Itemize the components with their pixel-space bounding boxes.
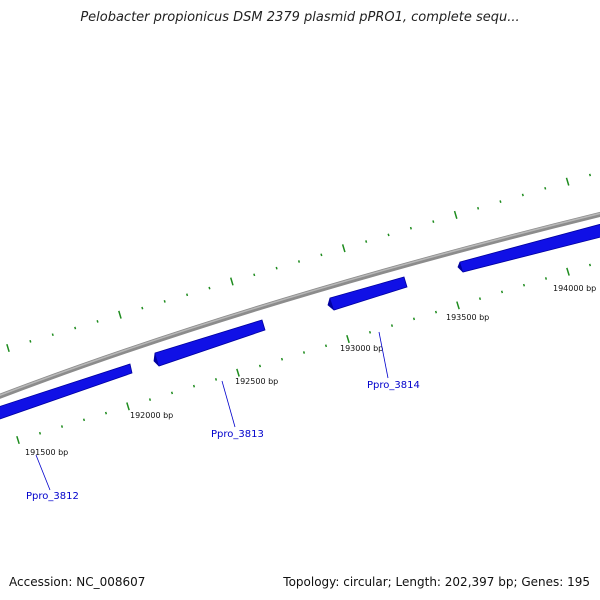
minor-tick (148, 398, 152, 401)
minor-tick (522, 283, 526, 287)
gene-label-ppro-3812[interactable]: Ppro_3812 (26, 491, 79, 502)
major-tick (566, 267, 570, 276)
minor-tick (544, 277, 548, 280)
major-tick (118, 310, 122, 319)
minor-tick (324, 344, 328, 348)
minor-tick (170, 391, 174, 395)
minor-tick (297, 260, 301, 263)
minor-tick (409, 226, 412, 230)
gene-leader-line (378, 331, 389, 379)
major-tick (6, 343, 10, 353)
minor-tick (74, 326, 77, 330)
minor-tick (186, 293, 189, 297)
minor-tick (368, 330, 372, 334)
gene-arrow-ppro-3812[interactable] (0, 363, 133, 420)
minor-tick (29, 339, 32, 343)
plasmid-backbone-highlight (0, 212, 600, 396)
position-label: 191500 bp (25, 448, 68, 457)
gene-label-ppro-3814[interactable]: Ppro_3814 (367, 380, 420, 391)
minor-tick (412, 317, 416, 321)
minor-tick (499, 200, 502, 203)
minor-tick (477, 206, 480, 210)
inner-tick-ring (16, 263, 592, 445)
minor-tick (104, 411, 108, 415)
major-tick (236, 368, 240, 377)
major-tick (456, 301, 460, 310)
gene-arrow-ppro-3813[interactable] (153, 319, 266, 367)
major-tick (341, 244, 346, 253)
minor-tick (544, 186, 547, 190)
position-label: 193500 bp (446, 313, 489, 322)
minor-tick (302, 351, 306, 354)
major-tick (565, 177, 570, 186)
minor-tick (432, 220, 435, 223)
minor-tick (588, 173, 592, 177)
map-title: Pelobacter propionicus DSM 2379 plasmid … (80, 10, 520, 25)
minor-tick (280, 357, 284, 361)
plasmid-backbone (0, 211, 600, 399)
position-label: 192000 bp (130, 411, 173, 420)
minor-tick (434, 310, 438, 314)
minor-tick (253, 273, 256, 277)
gene-arrow-ppro-3814[interactable] (327, 276, 408, 311)
minor-tick (320, 253, 323, 257)
minor-tick (60, 425, 64, 428)
position-label: 193000 bp (340, 344, 383, 353)
minor-tick (208, 286, 211, 290)
minor-tick (588, 263, 592, 267)
minor-tick (365, 240, 368, 243)
minor-tick (258, 364, 262, 368)
gene-label-ppro-3813[interactable]: Ppro_3813 (211, 429, 264, 440)
position-label: 192500 bp (235, 377, 278, 386)
minor-tick (51, 333, 54, 337)
major-tick (126, 402, 130, 411)
minor-tick (390, 324, 394, 327)
minor-tick (163, 300, 166, 303)
minor-tick (500, 290, 504, 294)
minor-tick (275, 266, 278, 270)
minor-tick (214, 378, 218, 381)
topology-summary-text: Topology: circular; Length: 202,397 bp; … (283, 575, 590, 589)
minor-tick (82, 418, 86, 422)
minor-tick (192, 384, 196, 388)
position-label: 194000 bp (553, 284, 596, 293)
major-tick (229, 277, 234, 286)
gene-leader-line (35, 454, 51, 491)
minor-tick (96, 320, 99, 323)
major-tick (16, 435, 20, 445)
minor-tick (141, 306, 144, 310)
minor-tick (387, 233, 390, 237)
minor-tick (38, 431, 42, 435)
accession-text: Accession: NC_008607 (9, 575, 146, 589)
gene-arrow-partial[interactable] (457, 223, 600, 273)
major-tick (453, 210, 458, 219)
gene-leader-line (221, 380, 236, 428)
minor-tick (521, 193, 524, 197)
minor-tick (478, 297, 482, 301)
major-tick (346, 334, 350, 344)
outer-tick-ring (6, 173, 592, 353)
